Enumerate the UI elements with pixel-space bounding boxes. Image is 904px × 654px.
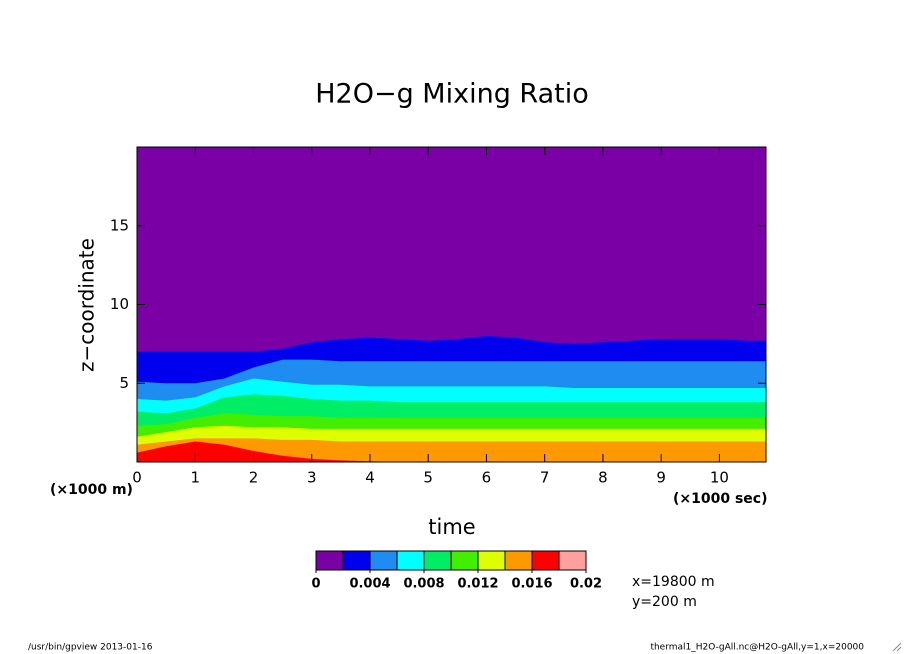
x-tick-label: 8 bbox=[598, 469, 608, 487]
annotation: x=19800 m bbox=[632, 574, 715, 590]
x-tick-label: 1 bbox=[190, 469, 200, 487]
colorbar-cell bbox=[504, 550, 533, 571]
colorbar-label: 0.012 bbox=[457, 577, 498, 592]
y-tick-label: 15 bbox=[110, 216, 129, 234]
x-tick-label: 3 bbox=[307, 469, 317, 487]
colorbar-cell bbox=[342, 550, 371, 571]
x-tick-label: 5 bbox=[423, 469, 433, 487]
y-axis-label: z−coordinate bbox=[75, 238, 99, 372]
footer: thermal1_H2O-gAll.nc@H2O-gAll,y=1,x=2000… bbox=[650, 643, 864, 653]
colorbar-cell bbox=[369, 550, 398, 571]
x-tick-label: 4 bbox=[365, 469, 375, 487]
colorbar-cell bbox=[396, 550, 425, 571]
contour-band bbox=[137, 441, 766, 462]
colorbar-cell bbox=[423, 550, 452, 571]
x-tick-label: 0 bbox=[132, 469, 142, 487]
colorbar-label: 0.004 bbox=[349, 577, 390, 592]
x-axis-label: time bbox=[428, 515, 475, 539]
footer: /usr/bin/gpview 2013-01-16 bbox=[28, 643, 153, 653]
x-axis-unit: (×1000 sec) bbox=[673, 491, 768, 507]
y-tick-label: 5 bbox=[119, 374, 129, 392]
chart-title: H2O−g Mixing Ratio bbox=[315, 79, 589, 110]
contour-band bbox=[137, 438, 766, 462]
colorbar-cell bbox=[531, 550, 560, 571]
y-tick-label: 10 bbox=[110, 295, 129, 313]
x-tick-label: 9 bbox=[656, 469, 666, 487]
x-tick-label: 2 bbox=[249, 469, 259, 487]
y-axis-unit: (×1000 m) bbox=[50, 482, 133, 498]
x-tick-label: 6 bbox=[482, 469, 492, 487]
colorbar-cell bbox=[315, 550, 344, 571]
resize-grip bbox=[892, 642, 902, 652]
colorbar-cell bbox=[477, 550, 506, 571]
x-tick-label: 7 bbox=[540, 469, 550, 487]
colorbar-label: 0 bbox=[311, 577, 320, 592]
annotation: y=200 m bbox=[632, 594, 697, 610]
colorbar-label: 0.016 bbox=[511, 577, 552, 592]
colorbar-label: 0.02 bbox=[570, 577, 602, 592]
colorbar-cell bbox=[558, 550, 587, 571]
colorbar-cell bbox=[450, 550, 479, 571]
x-tick-label: 10 bbox=[710, 469, 729, 487]
colorbar-label: 0.008 bbox=[403, 577, 444, 592]
